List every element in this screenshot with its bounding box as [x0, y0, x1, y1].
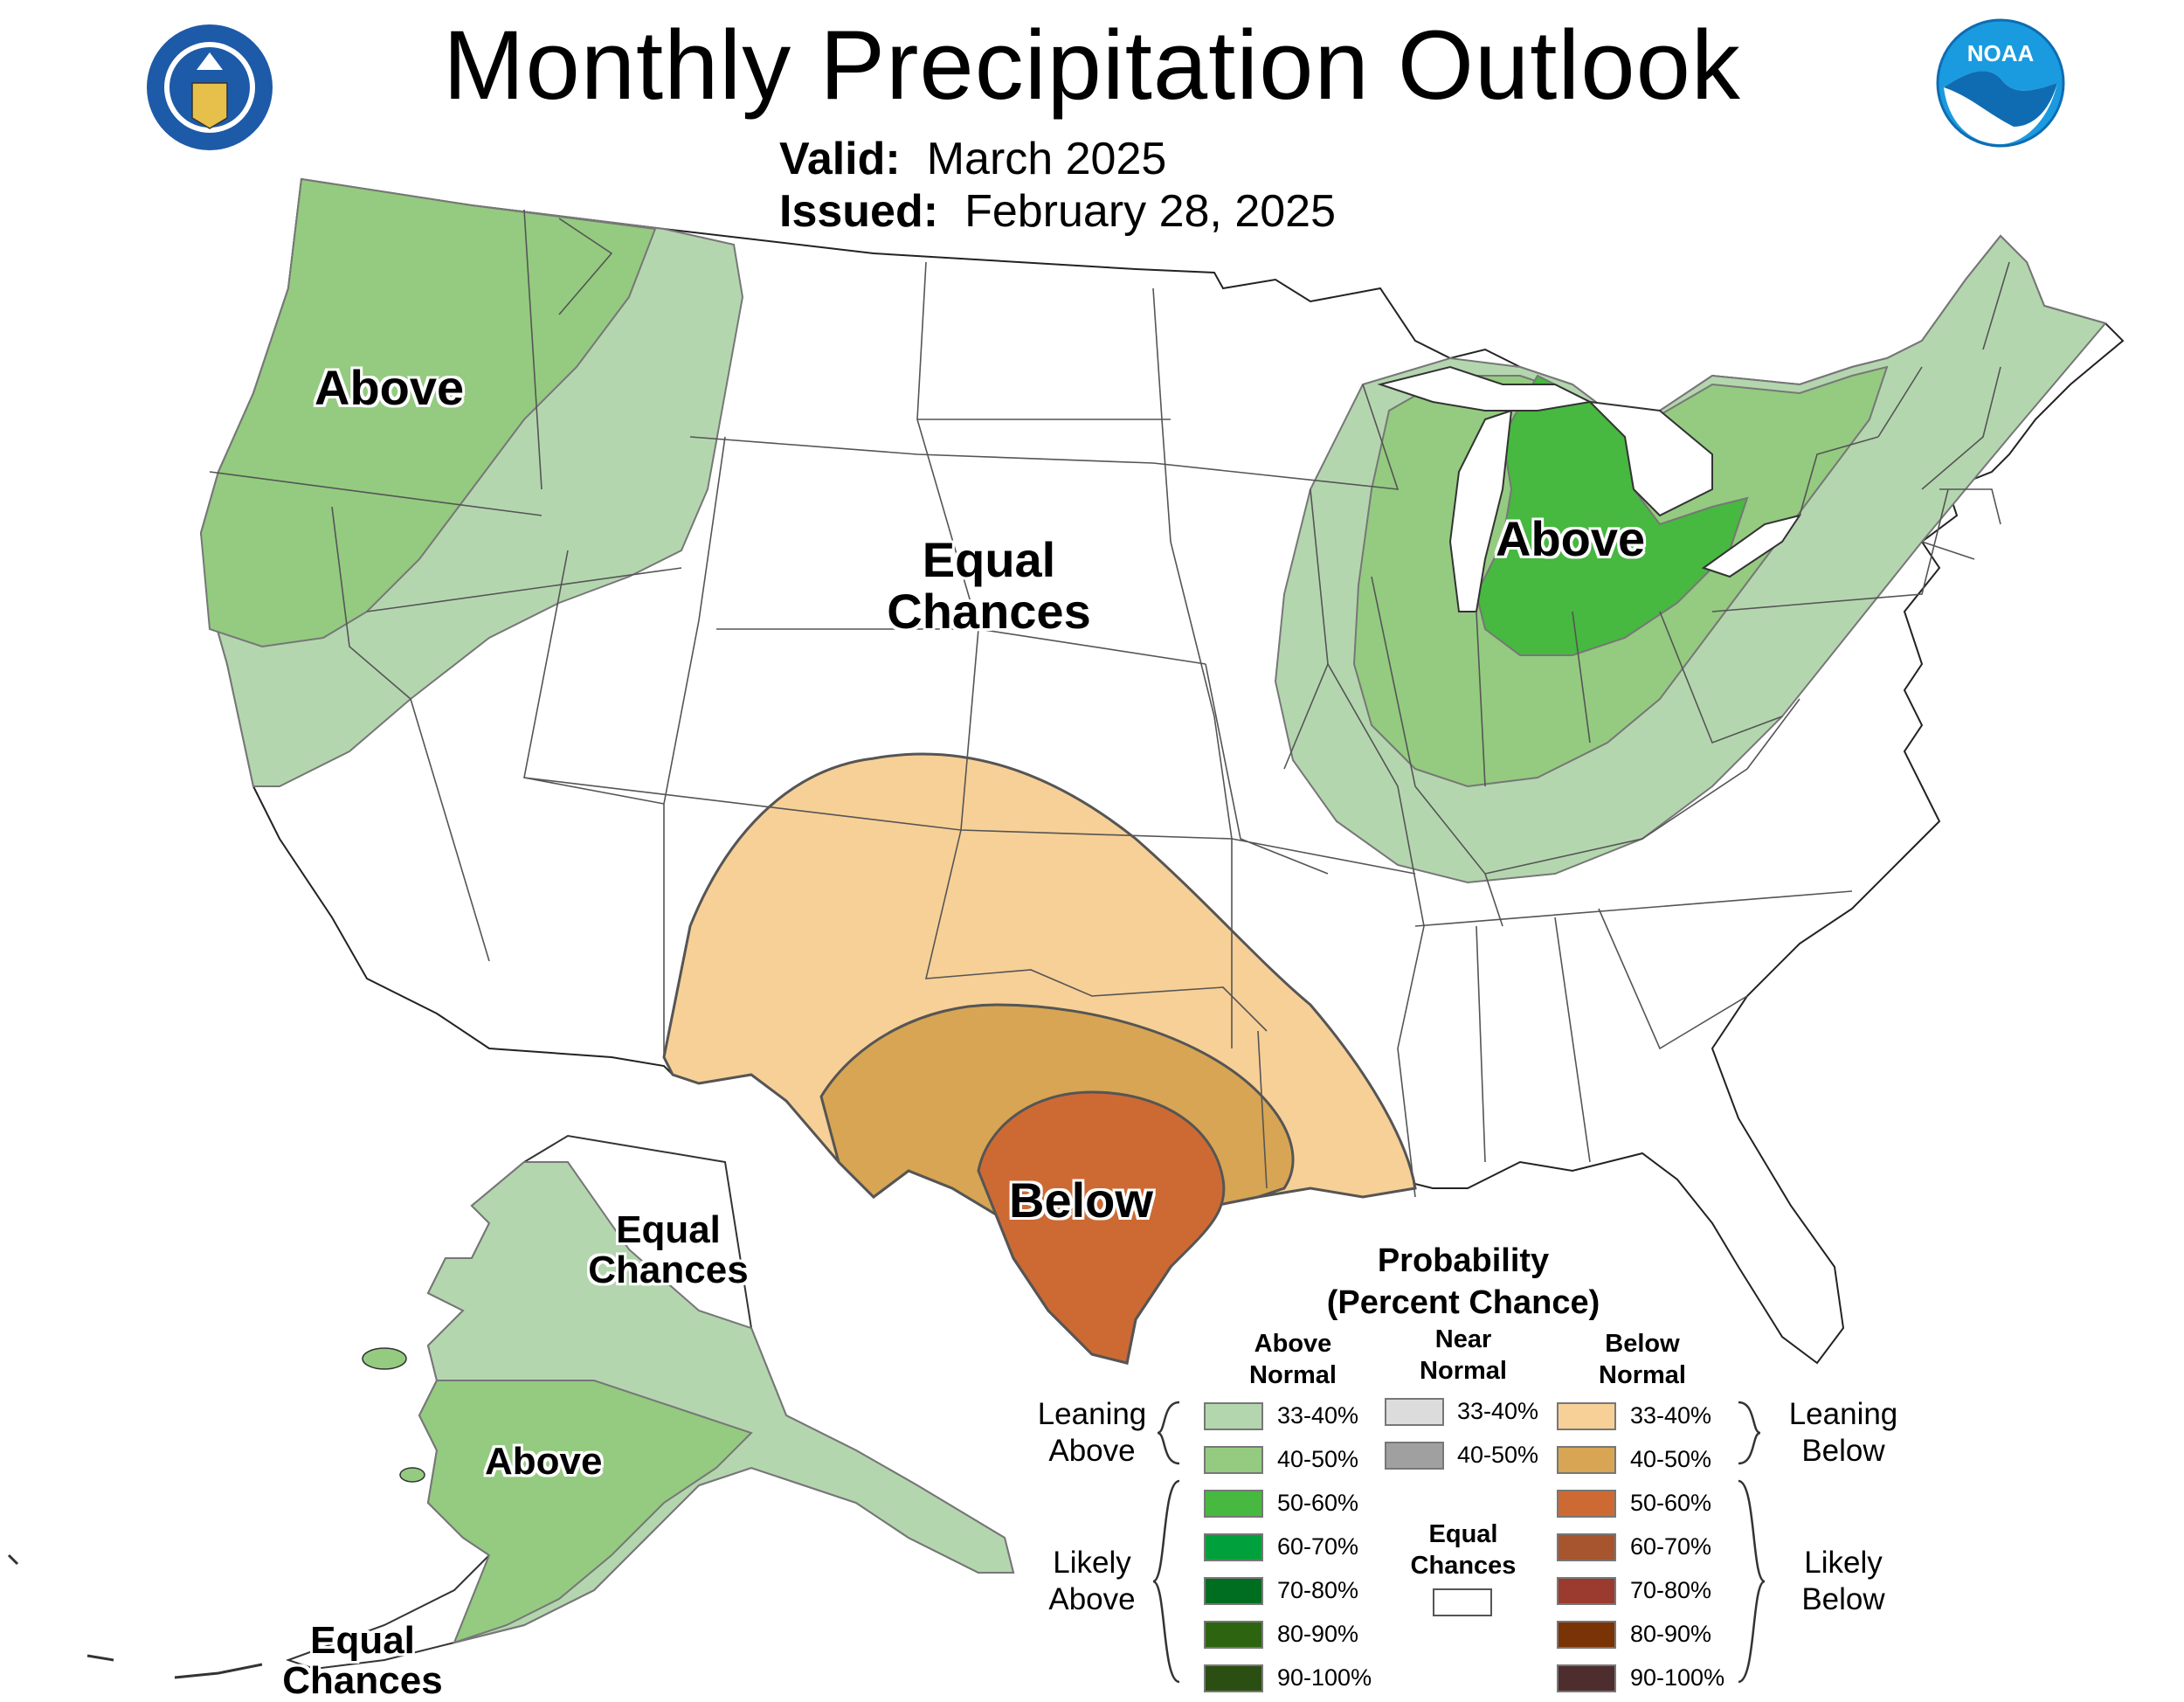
legend-equal-swatch [1433, 1588, 1492, 1616]
legend-title: Probability (Percent Chance) [1267, 1241, 1660, 1324]
legend-above-swatch [1204, 1664, 1263, 1692]
legend-below-swatch-label: 90-100% [1630, 1664, 1725, 1691]
legend-above-swatch [1204, 1402, 1263, 1430]
aleutian-islands [7, 1553, 263, 1679]
legend-near-swatch [1385, 1398, 1444, 1426]
legend-col-below-line1: Below [1605, 1330, 1680, 1358]
legend-above-swatch [1204, 1577, 1263, 1605]
legend-below-swatch [1557, 1490, 1616, 1518]
label-aleutians: Equal Chances [275, 1619, 450, 1702]
island [399, 1467, 425, 1483]
legend-below-swatch-label: 80-90% [1630, 1621, 1712, 1647]
legend-below-swatch [1557, 1446, 1616, 1474]
legend-above-swatch [1204, 1446, 1263, 1474]
legend-likely-above-line2: Above [1048, 1582, 1136, 1616]
legend-below-swatch-label: 50-60% [1630, 1490, 1712, 1516]
valid-label: Valid: [779, 134, 901, 184]
legend-above-swatch-label: 90-100% [1277, 1664, 1372, 1691]
legend-below-swatch [1557, 1577, 1616, 1605]
issued-label: Issued: [779, 186, 939, 237]
label-texas: Below [1009, 1173, 1153, 1228]
legend-near-swatch [1385, 1442, 1444, 1470]
legend-equal-chances-line2: Chances [1410, 1552, 1517, 1581]
lake-superior [1377, 365, 1593, 412]
lake-huron [1587, 400, 1713, 517]
legend-likely-above-line1: Likely [1053, 1546, 1131, 1580]
page-title: Monthly Precipitation Outlook [443, 10, 1741, 120]
doc-seal-logo [147, 24, 273, 150]
legend-below-swatch [1557, 1533, 1616, 1561]
legend-col-below: Below Normal [1564, 1328, 1721, 1392]
label-aleutians-line1: Equal [310, 1619, 415, 1662]
legend-below-swatch [1557, 1621, 1616, 1649]
legend-near-swatch-label: 40-50% [1457, 1442, 1539, 1468]
legend-likely-below-line1: Likely [1804, 1546, 1883, 1580]
legend-above-swatch-label: 70-80% [1277, 1577, 1359, 1603]
legend-above-swatch [1204, 1621, 1263, 1649]
legend-leaning-below-line2: Below [1801, 1434, 1885, 1468]
legend-col-near: Near Normal [1385, 1324, 1542, 1387]
label-aleutians-line2: Chances [282, 1659, 443, 1702]
legend-col-near-line1: Near [1434, 1325, 1492, 1353]
label-central: Equal Chances [884, 532, 1094, 639]
label-central-line1: Equal [922, 532, 1056, 587]
island [362, 1347, 407, 1370]
state-boundaries [209, 209, 2010, 1198]
legend-above-swatch-label: 40-50% [1277, 1446, 1359, 1472]
legend-col-above-line2: Normal [1249, 1361, 1337, 1390]
legend-col-below-line2: Normal [1599, 1361, 1686, 1390]
alaska-above [418, 1380, 753, 1644]
legend-below-swatch-label: 40-50% [1630, 1446, 1712, 1472]
label-alaska-north-line1: Equal [616, 1208, 721, 1251]
issued-row: Issued: February 28, 2025 [779, 185, 1336, 238]
noaa-logo-text: NOAA [1967, 40, 2035, 66]
legend-leaning-above-line1: Leaning [1037, 1397, 1147, 1431]
legend-below-swatch-label: 60-70% [1630, 1533, 1712, 1560]
legend-leaning-above-line2: Above [1048, 1434, 1136, 1468]
legend-below-swatch [1557, 1664, 1616, 1692]
legend-above-swatch-label: 33-40% [1277, 1402, 1359, 1429]
label-northwest: Above [314, 360, 465, 415]
legend-below-swatch-label: 70-80% [1630, 1577, 1712, 1603]
legend-likely-below: Likely Below [1765, 1545, 1922, 1618]
legend-leaning-below: Leaning Below [1765, 1396, 1922, 1470]
legend-below-swatch-label: 33-40% [1630, 1402, 1712, 1429]
legend-col-near-line2: Normal [1420, 1357, 1507, 1386]
legend-above-swatch [1204, 1490, 1263, 1518]
legend-above-swatch-label: 60-70% [1277, 1533, 1359, 1560]
label-alaska-north: Equal Chances [581, 1208, 756, 1292]
legend-above-swatch-label: 50-60% [1277, 1490, 1359, 1516]
legend-equal-chances-line1: Equal [1428, 1520, 1498, 1548]
noaa-logo: NOAA [1936, 18, 2065, 148]
legend-leaning-below-line1: Leaning [1788, 1397, 1898, 1431]
legend-likely-below-line2: Below [1801, 1582, 1885, 1616]
valid-row: Valid: March 2025 [779, 133, 1166, 185]
legend-title-line1: Probability [1377, 1242, 1550, 1279]
legend-equal-chances: Equal Chances [1385, 1519, 1542, 1582]
label-alaska-north-line2: Chances [588, 1249, 749, 1292]
legend-above-swatch-label: 80-90% [1277, 1621, 1359, 1647]
label-central-line2: Chances [887, 583, 1091, 639]
lake-erie [1701, 514, 1802, 578]
legend-below-swatch [1557, 1402, 1616, 1430]
region-texas-likely-below [977, 1090, 1226, 1365]
legend-near-swatch-label: 33-40% [1457, 1398, 1539, 1424]
legend-leaning-above: Leaning Above [1013, 1396, 1171, 1470]
issued-value: February 28, 2025 [964, 186, 1336, 237]
valid-value: March 2025 [926, 134, 1167, 184]
legend-col-above: Above Normal [1214, 1328, 1372, 1392]
legend-above-swatch [1204, 1533, 1263, 1561]
label-alaska-south: Above [485, 1440, 603, 1483]
label-great-lakes: Above [1496, 511, 1646, 566]
legend-col-above-line1: Above [1254, 1330, 1332, 1358]
legend-title-line2: (Percent Chance) [1326, 1283, 1600, 1321]
legend-likely-above: Likely Above [1013, 1545, 1171, 1618]
